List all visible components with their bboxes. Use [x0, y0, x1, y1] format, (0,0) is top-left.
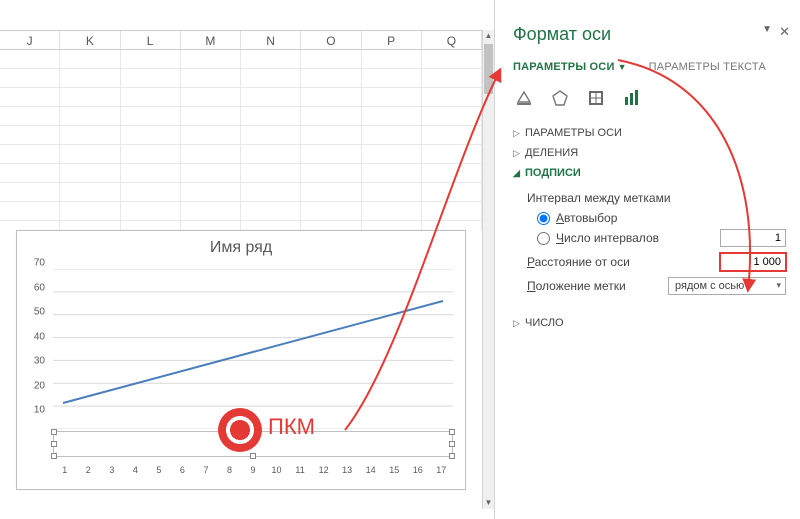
section-axis-params[interactable]: ▷ПАРАМЕТРЫ ОСИ [513, 127, 786, 139]
pane-options-icon[interactable]: ▼ [762, 24, 772, 35]
tab-axis-options[interactable]: ПАРАМЕТРЫ ОСИ▼ [513, 61, 627, 73]
format-axis-pane: ▼ ✕ Формат оси ПАРАМЕТРЫ ОСИ▼ ПАРАМЕТРЫ … [495, 0, 800, 519]
radio-interval-count[interactable] [537, 232, 550, 245]
scroll-thumb[interactable] [484, 44, 493, 94]
interval-between-labels: Интервал между метками [527, 191, 786, 205]
col-header[interactable]: L [121, 31, 181, 50]
pane-tabs: ПАРАМЕТРЫ ОСИ▼ ПАРАМЕТРЫ ТЕКСТА [513, 61, 786, 73]
col-header[interactable]: P [362, 31, 422, 50]
data-series-line [63, 301, 443, 403]
section-labels[interactable]: ◢ПОДПИСИ [513, 167, 786, 179]
section-labels-body: Интервал между метками Автовыбор Число и… [513, 187, 786, 309]
embedded-chart[interactable]: Имя ряд 70 60 50 40 30 20 10 [16, 230, 466, 490]
col-header[interactable]: M [181, 31, 241, 50]
radio-interval-count-label: Число интервалов [556, 231, 659, 245]
size-properties-icon[interactable] [585, 87, 607, 109]
col-header[interactable]: Q [422, 31, 482, 50]
pane-title: Формат оси [513, 24, 786, 45]
col-header[interactable]: O [301, 31, 361, 50]
section-number[interactable]: ▷ЧИСЛО [513, 317, 786, 329]
plot-area[interactable] [53, 269, 453, 429]
close-icon[interactable]: ✕ [779, 24, 790, 40]
scroll-down-icon[interactable]: ▼ [483, 497, 494, 509]
radio-auto[interactable] [537, 212, 550, 225]
label-position-select[interactable]: рядом с осью [668, 277, 786, 295]
distance-from-axis-input[interactable] [720, 253, 786, 271]
axis-options-icon[interactable] [621, 87, 643, 109]
tab-text-options[interactable]: ПАРАМЕТРЫ ТЕКСТА [649, 61, 766, 73]
scroll-up-icon[interactable]: ▲ [483, 30, 494, 42]
vertical-scrollbar[interactable]: ▲ ▼ [482, 30, 494, 509]
y-axis-labels: 70 60 50 40 30 20 10 [21, 263, 49, 435]
distance-from-axis-label: Расстояние от оси [527, 255, 720, 269]
x-axis-labels: 123 456 789 101112 131415 1617 [53, 465, 453, 479]
column-headers: J K L M N O P Q [0, 30, 482, 50]
worksheet-area[interactable]: J K L M N O P Q ▲ ▼ Имя ряд 70 60 50 [0, 0, 495, 519]
label-position-label: Положение метки [527, 279, 668, 293]
interval-count-input[interactable] [720, 229, 786, 247]
pane-category-icons [513, 87, 786, 109]
col-header[interactable]: J [0, 31, 60, 50]
fill-line-icon[interactable] [513, 87, 535, 109]
col-gridlines [0, 50, 482, 230]
effects-icon[interactable] [549, 87, 571, 109]
x-axis-selected[interactable] [53, 431, 453, 457]
col-header[interactable]: N [241, 31, 301, 50]
radio-auto-label: Автовыбор [556, 211, 617, 225]
chart-title[interactable]: Имя ряд [17, 231, 465, 263]
section-tick-marks[interactable]: ▷ДЕЛЕНИЯ [513, 147, 786, 159]
col-header[interactable]: K [60, 31, 120, 50]
